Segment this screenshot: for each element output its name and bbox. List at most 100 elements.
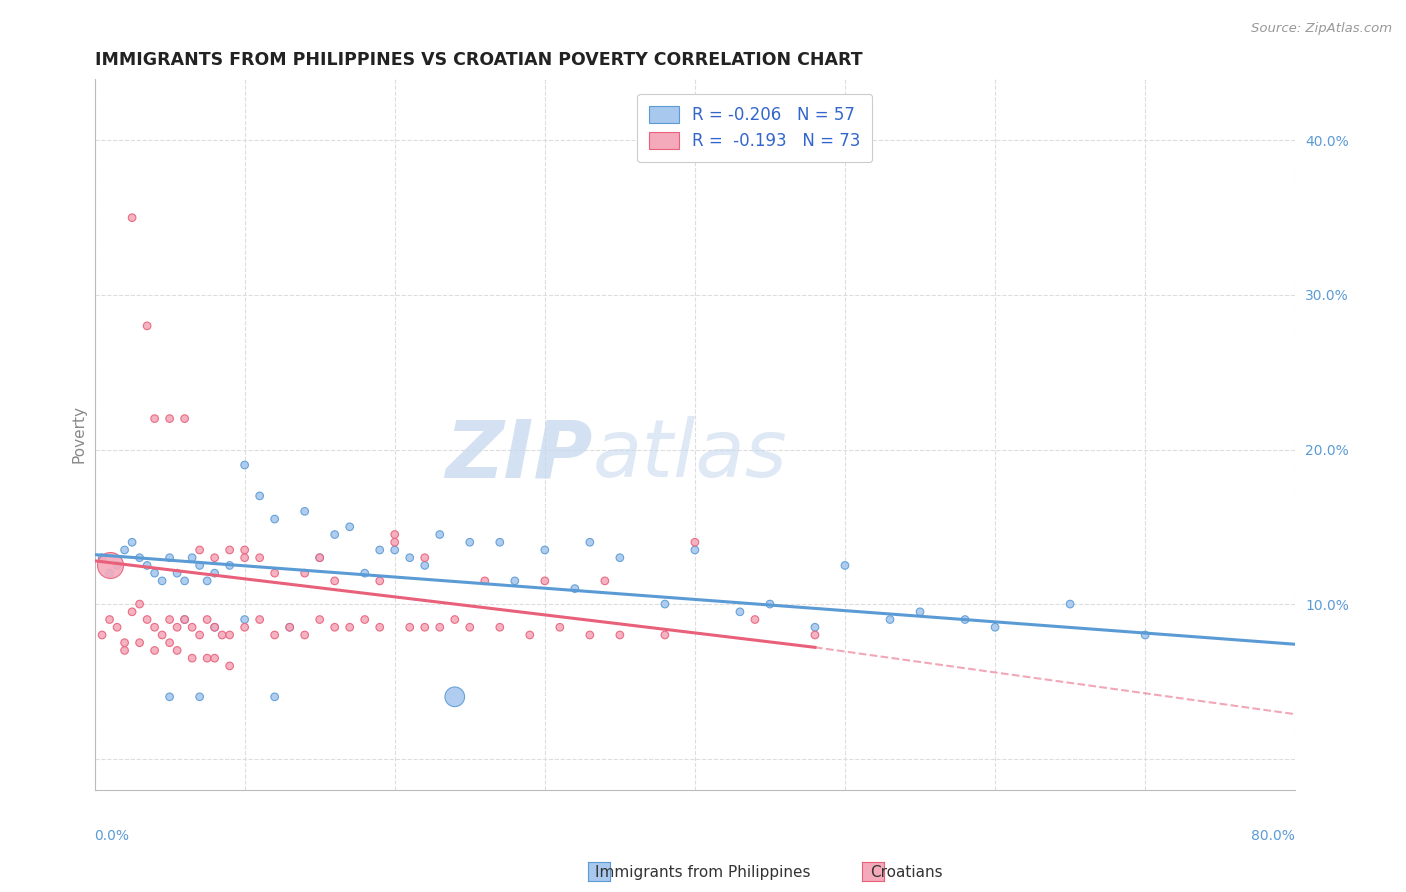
Point [233,620,256,634]
Point [263,628,285,642]
Point [173,613,195,627]
Point [159,613,181,627]
Point [233,543,256,558]
Point [263,512,285,526]
Point [91,550,114,565]
Point [353,613,375,627]
Point [834,558,856,573]
Point [136,558,159,573]
Point [121,211,143,225]
Point [218,659,240,673]
Point [308,550,330,565]
Point [218,628,240,642]
Point [181,550,204,565]
Point [654,628,676,642]
Point [353,566,375,581]
Point [533,574,555,588]
Point [984,620,1007,634]
Point [804,620,827,634]
Point [114,636,136,650]
Point [188,628,211,642]
Point [195,613,218,627]
Point [488,535,510,549]
Point [218,543,240,558]
Point [458,535,481,549]
Point [136,613,159,627]
Point [204,620,226,634]
Point [294,504,316,518]
Point [683,543,706,558]
Point [533,543,555,558]
Point [263,566,285,581]
Point [159,411,181,425]
Point [114,543,136,558]
Point [166,620,188,634]
Point [458,620,481,634]
Point [294,628,316,642]
Point [413,620,436,634]
Point [384,527,406,541]
Point [744,613,766,627]
Point [159,550,181,565]
Point [474,574,496,588]
Point [368,620,391,634]
Point [188,690,211,704]
Point [150,574,173,588]
Point [609,628,631,642]
Text: 0.0%: 0.0% [94,829,129,843]
Point [443,613,465,627]
Point [609,550,631,565]
Point [413,558,436,573]
Point [323,620,346,634]
Point [308,550,330,565]
Point [294,566,316,581]
Point [233,613,256,627]
Point [413,550,436,565]
Point [150,628,173,642]
Point [368,574,391,588]
Point [98,566,121,581]
Point [159,636,181,650]
Point [114,643,136,657]
Point [1133,628,1156,642]
Point [159,690,181,704]
Point [166,643,188,657]
Point [249,613,271,627]
Point [323,527,346,541]
Text: 80.0%: 80.0% [1251,829,1295,843]
Point [211,628,233,642]
Point [683,535,706,549]
Point [233,550,256,565]
Point [233,458,256,472]
Point [136,318,159,333]
Point [249,550,271,565]
Point [143,643,166,657]
Point [204,620,226,634]
Point [121,535,143,549]
Point [181,620,204,634]
Point [593,574,616,588]
Point [204,550,226,565]
Point [263,690,285,704]
Point [368,543,391,558]
Point [204,651,226,665]
Point [654,597,676,611]
Point [564,582,586,596]
Point [519,628,541,642]
Point [384,535,406,549]
Point [204,566,226,581]
Point [804,628,827,642]
Point [429,527,451,541]
Point [1059,597,1081,611]
Point [128,597,150,611]
Point [278,620,301,634]
Point [879,613,901,627]
Point [908,605,931,619]
Point [98,613,121,627]
Point [218,558,240,573]
Point [443,690,465,704]
Point [188,558,211,573]
Point [579,535,602,549]
Point [121,605,143,619]
Point [173,411,195,425]
